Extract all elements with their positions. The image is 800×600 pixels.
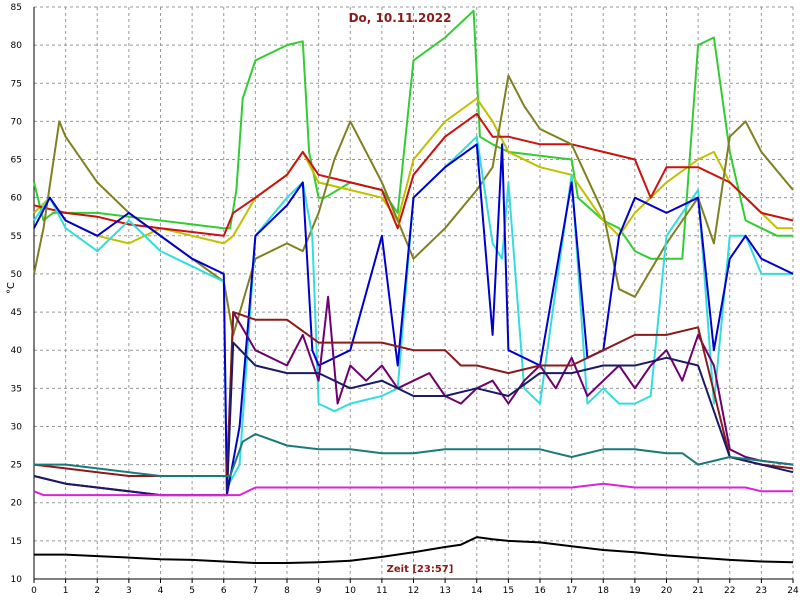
- series-line-9: [34, 433, 794, 477]
- y-tick-label: 15: [11, 537, 22, 547]
- series-line-5: [33, 143, 794, 497]
- x-tick-label: 16: [534, 586, 546, 596]
- x-tick-label: 24: [787, 586, 799, 596]
- x-tick-label: 22: [724, 586, 735, 596]
- y-tick-label: 20: [11, 499, 23, 509]
- y-tick-label: 80: [11, 41, 23, 51]
- y-tick-label: 40: [11, 346, 23, 356]
- x-tick-label: 3: [126, 586, 132, 596]
- y-tick-label: 85: [11, 3, 22, 13]
- x-tick-label: 10: [345, 586, 357, 596]
- x-tick-label: 23: [756, 586, 767, 596]
- y-tick-label: 65: [11, 156, 22, 166]
- y-tick-label: 35: [11, 384, 22, 394]
- series-line-8: [33, 341, 794, 497]
- y-tick-label: 10: [11, 575, 23, 585]
- x-tick-label: 7: [253, 586, 259, 596]
- x-tick-label: 13: [439, 586, 450, 596]
- x-tick-label: 12: [408, 586, 419, 596]
- y-tick-label: 25: [11, 461, 22, 471]
- x-tick-label: 21: [692, 586, 703, 596]
- series-line-11: [34, 536, 794, 564]
- y-tick-labels: 10 15 20 25 30 35 40 45 50 55 60 65 70 75 80 85: [11, 3, 23, 585]
- x-tick-labels: 0 1 2 3 4 5 6 7 8 9 10 11 12 13 14 15 16 17 18 19 20 21 22 23 24: [31, 579, 799, 596]
- x-axis-label: Zeit [23:57]: [387, 564, 454, 575]
- x-tick-label: 14: [471, 586, 483, 596]
- x-tick-label: 15: [503, 586, 514, 596]
- x-tick-label: 9: [316, 586, 322, 596]
- y-tick-label: 45: [11, 308, 22, 318]
- x-tick-label: 20: [661, 586, 673, 596]
- x-tick-label: 11: [376, 586, 387, 596]
- y-tick-label: 70: [11, 117, 23, 127]
- y-tick-label: 60: [11, 194, 23, 204]
- y-tick-label: 55: [11, 232, 22, 242]
- y-tick-label: 50: [11, 270, 23, 280]
- x-tick-label: 6: [221, 586, 227, 596]
- x-tick-label: 17: [566, 586, 577, 596]
- series-line-0: [33, 9, 793, 260]
- series-line-10: [33, 482, 793, 497]
- series-lines: [33, 9, 794, 564]
- x-tick-label: 0: [31, 586, 37, 596]
- x-tick-label: 19: [629, 586, 641, 596]
- y-tick-label: 30: [11, 422, 23, 432]
- x-tick-label: 8: [284, 586, 290, 596]
- x-tick-label: 1: [63, 586, 69, 596]
- x-tick-label: 4: [158, 586, 164, 596]
- x-tick-label: 18: [598, 586, 610, 596]
- series-line-2: [33, 112, 794, 237]
- y-axis-label: °C: [6, 282, 17, 294]
- x-tick-label: 2: [94, 586, 100, 596]
- x-tick-label: 5: [189, 586, 195, 596]
- y-tick-label: 75: [11, 79, 22, 89]
- chart-title: Do, 10.11.2022: [349, 11, 452, 25]
